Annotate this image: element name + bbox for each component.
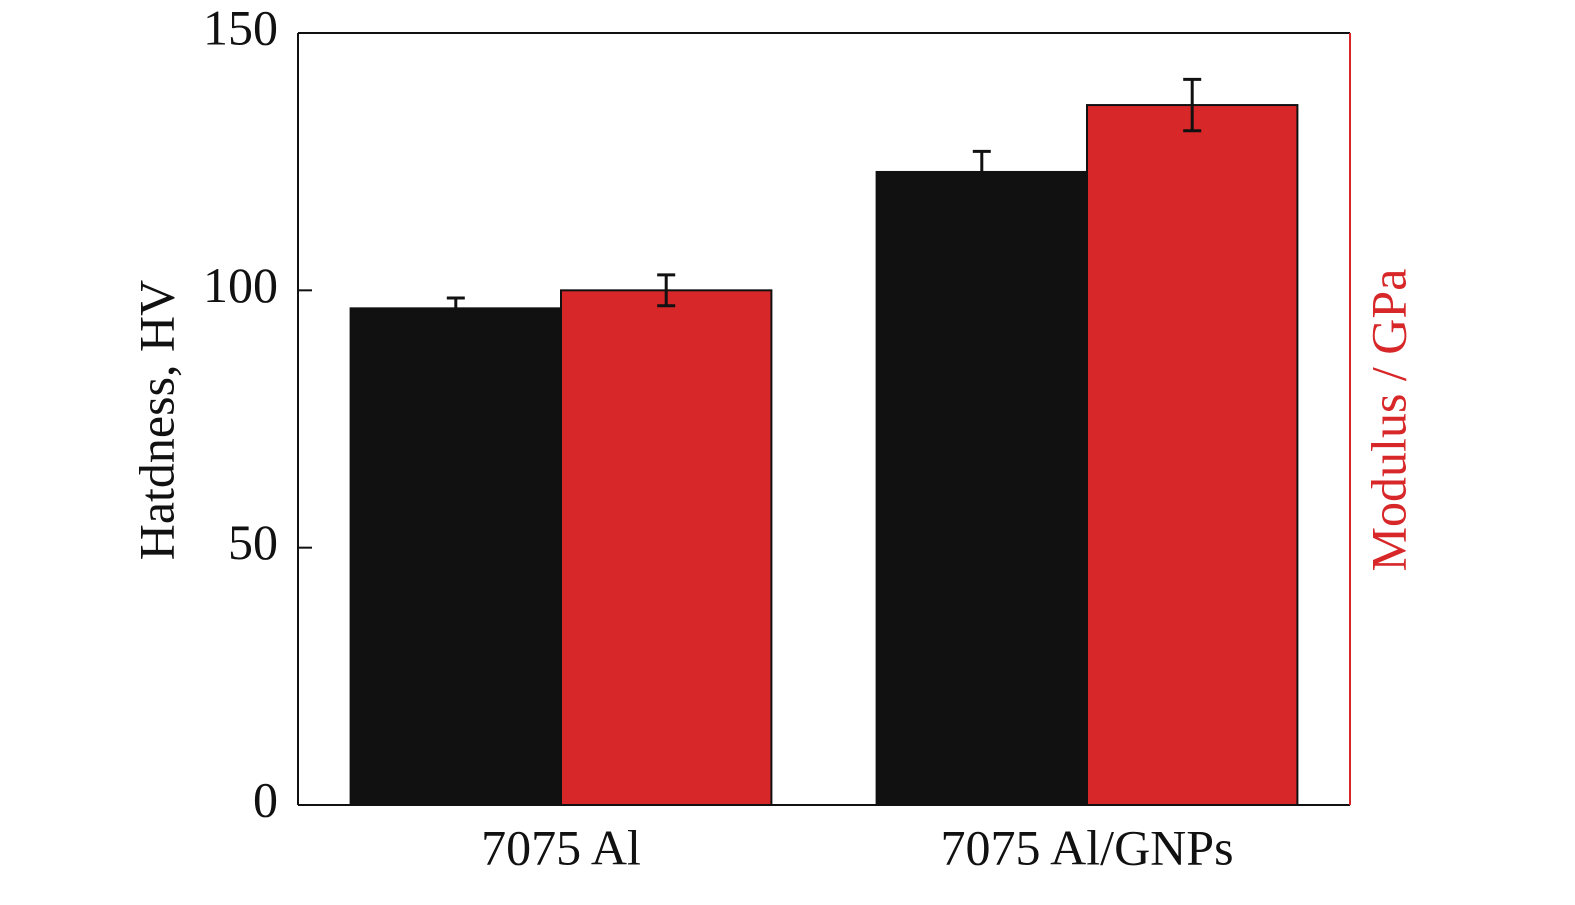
y-tick-label: 50 (228, 514, 278, 570)
error-bar (972, 149, 991, 195)
y-axis-label: Hatdness, HV (128, 280, 184, 561)
y2-axis-label: Modulus / GPa (1360, 269, 1416, 572)
bar (560, 289, 773, 807)
bar (1086, 104, 1299, 806)
bar (875, 170, 1088, 806)
error-bar (446, 296, 465, 321)
bar (349, 307, 562, 806)
y-tick-label: 100 (203, 257, 278, 313)
y-tick-label: 0 (253, 771, 278, 827)
error-bar (657, 273, 676, 308)
error-bar (1183, 77, 1202, 133)
y-tick-label: 150 (203, 0, 278, 55)
x-tick-label: 7075 Al/GNPs (940, 819, 1233, 875)
x-tick-label: 7075 Al (481, 819, 641, 875)
